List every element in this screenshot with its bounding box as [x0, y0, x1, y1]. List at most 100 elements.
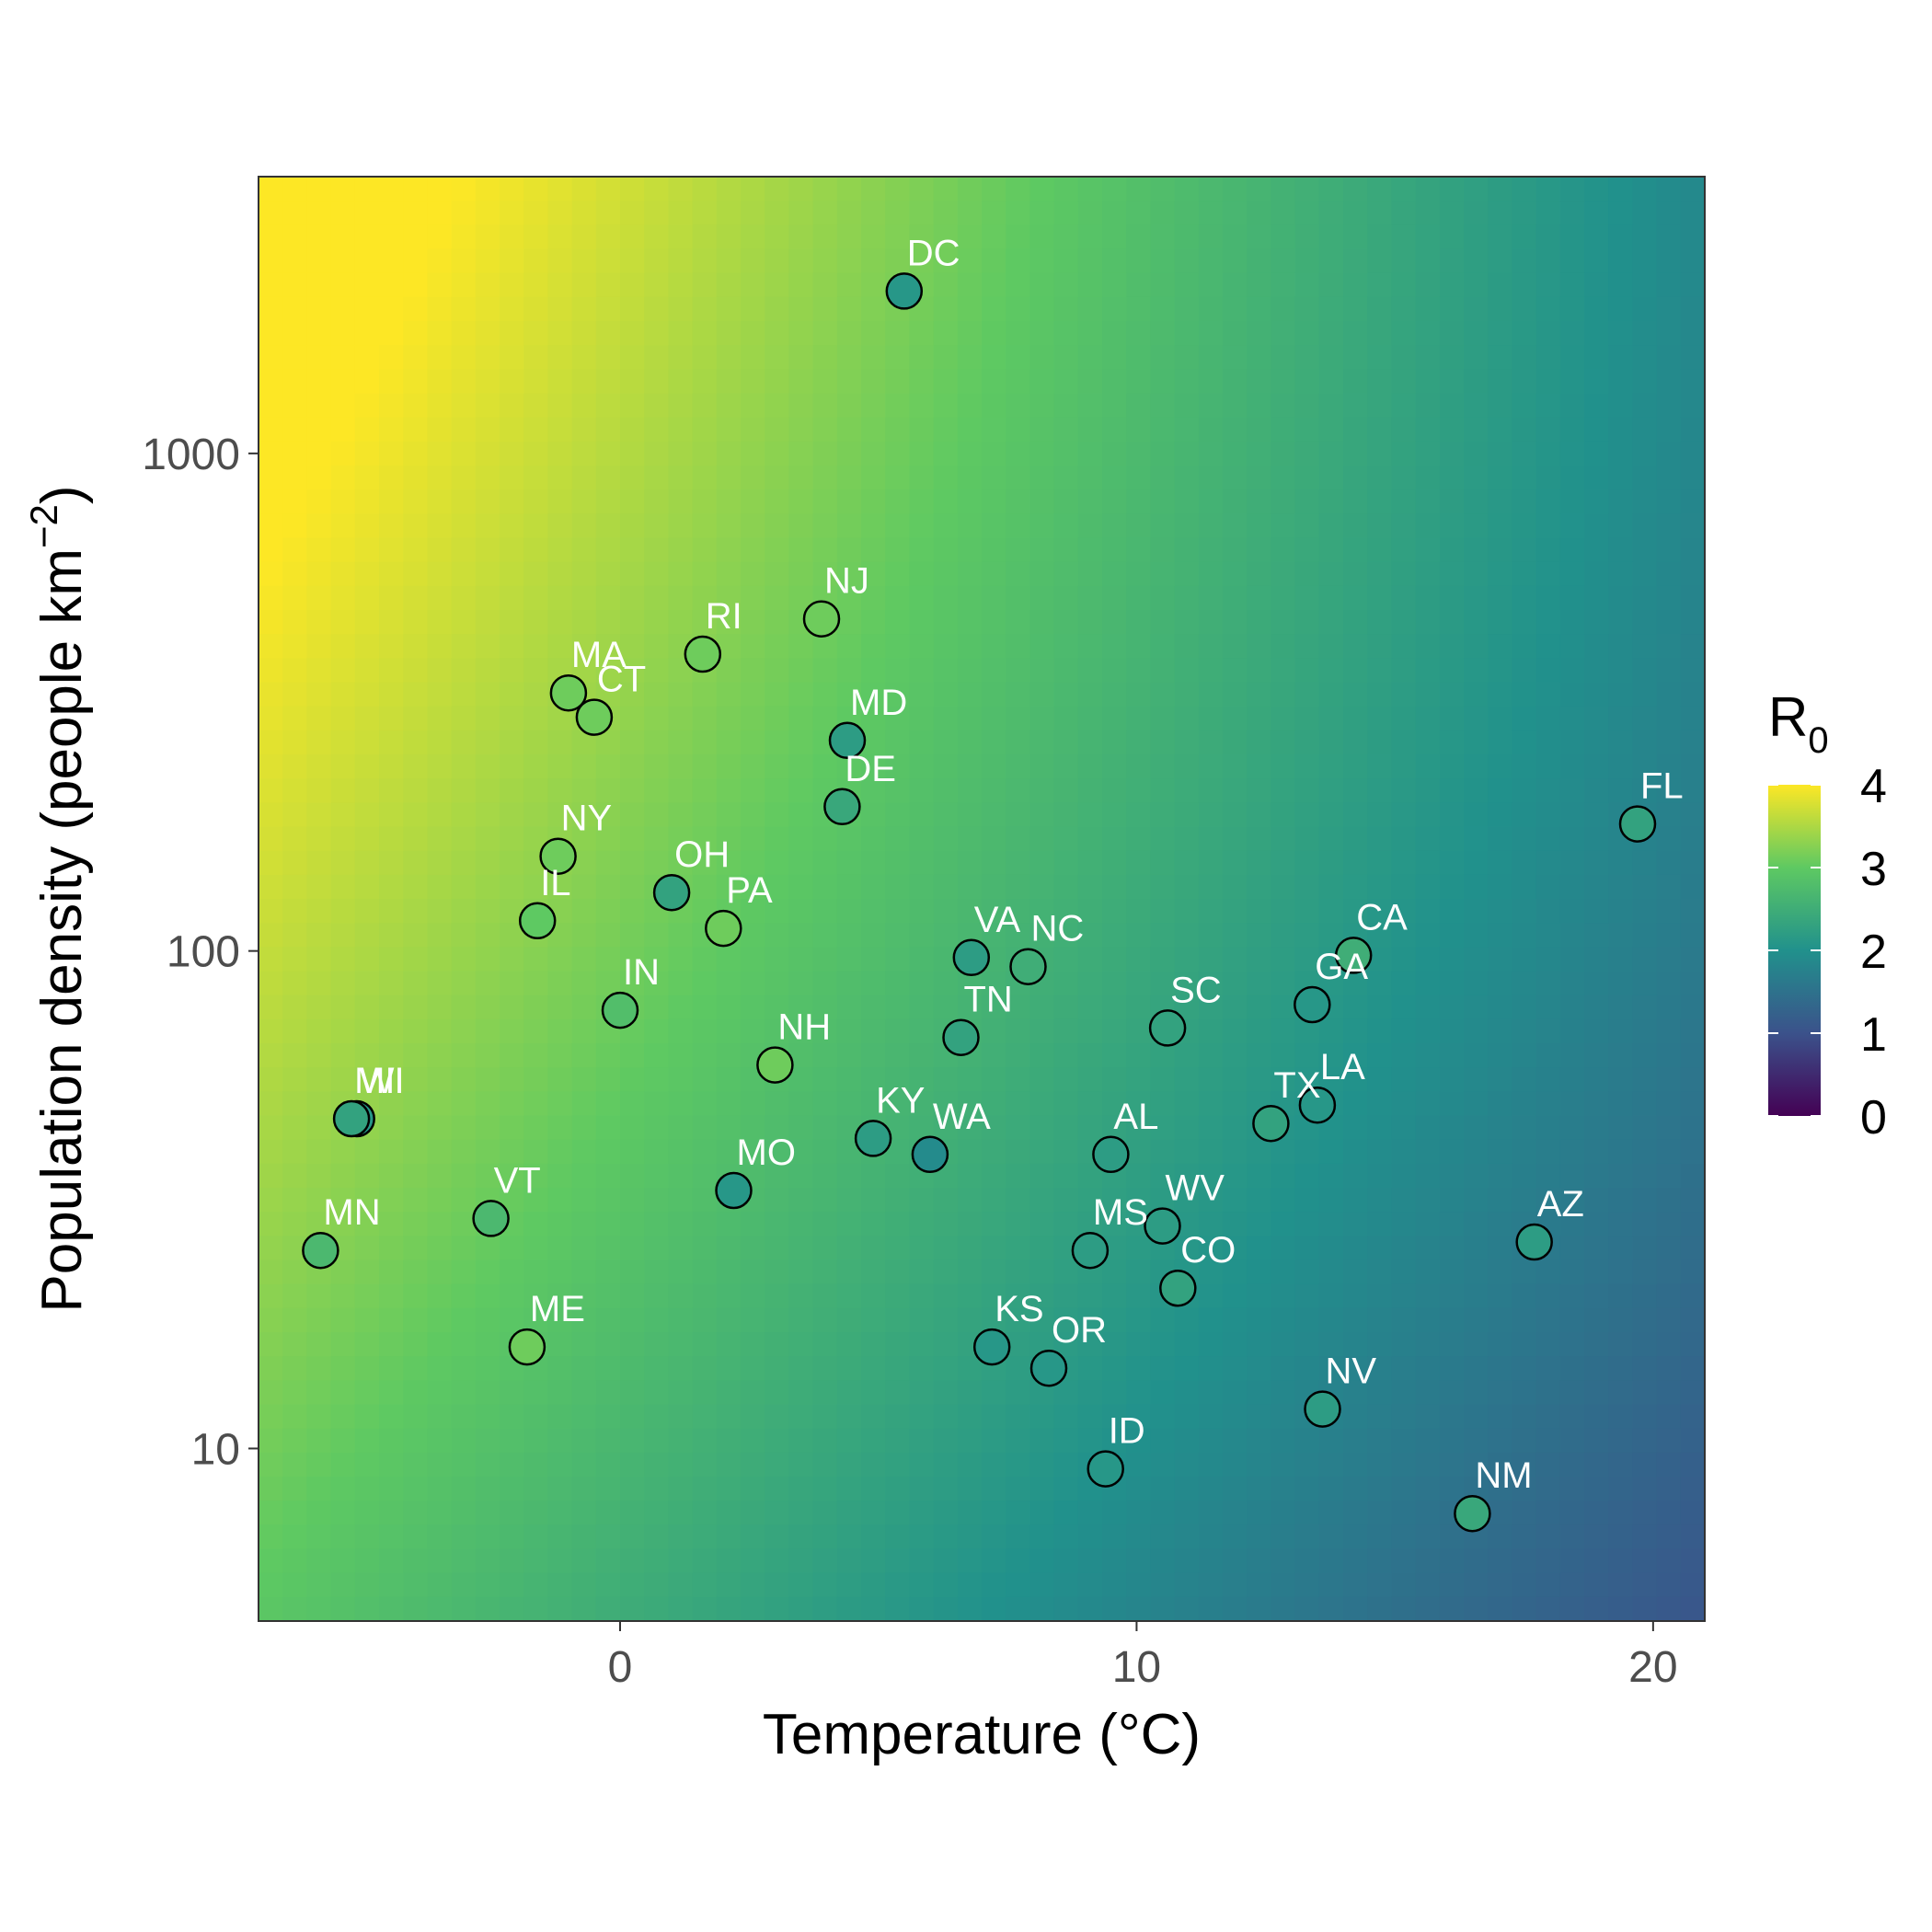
heatmap-cell — [1102, 177, 1127, 201]
heatmap-cell — [1439, 658, 1465, 684]
heatmap-cell — [282, 706, 308, 731]
heatmap-cell — [354, 826, 380, 852]
heatmap-cell — [1512, 1572, 1537, 1598]
heatmap-cell — [861, 1548, 886, 1574]
heatmap-cell — [282, 1548, 308, 1574]
heatmap-cell — [1439, 1259, 1465, 1285]
heatmap-cell — [716, 224, 742, 250]
heatmap-cell — [1608, 1259, 1634, 1285]
heatmap-cell — [1102, 369, 1127, 395]
heatmap-cell — [1488, 1572, 1513, 1598]
heatmap-cell — [259, 417, 283, 443]
heatmap-cell — [644, 826, 670, 852]
heatmap-cell — [1512, 658, 1537, 684]
heatmap-cell — [427, 730, 453, 755]
heatmap-cell — [716, 1572, 742, 1598]
heatmap-cell — [1174, 706, 1200, 731]
heatmap-cell — [1367, 706, 1393, 731]
heatmap-cell — [1006, 1524, 1031, 1550]
heatmap-cell — [716, 272, 742, 298]
heatmap-cell — [885, 1572, 911, 1598]
heatmap-cell — [259, 1212, 283, 1237]
heatmap-cell — [1294, 1452, 1320, 1478]
heatmap-cell — [1174, 585, 1200, 611]
heatmap-cell — [259, 248, 283, 274]
heatmap-cell — [1584, 177, 1609, 201]
heatmap-cell — [1488, 1163, 1513, 1189]
heatmap-cell — [523, 1548, 549, 1574]
heatmap-cell — [379, 947, 404, 972]
heatmap-cell — [957, 730, 983, 755]
heatmap-cell — [1464, 1163, 1489, 1189]
heatmap-cell — [1632, 248, 1658, 274]
heatmap-cell — [1512, 1548, 1537, 1574]
point-label-mo: MO — [737, 1133, 796, 1173]
heatmap-cell — [1584, 537, 1609, 563]
heatmap-cell — [1559, 177, 1585, 201]
heatmap-cell — [1198, 1356, 1224, 1382]
heatmap-cell — [957, 585, 983, 611]
heatmap-cell — [475, 177, 500, 201]
heatmap-cell — [668, 826, 694, 852]
heatmap-cell — [982, 850, 1006, 876]
heatmap-cell — [788, 393, 814, 419]
heatmap-cell — [282, 345, 308, 371]
heatmap-cell — [354, 1163, 380, 1189]
heatmap-cell — [1271, 1212, 1296, 1237]
heatmap-cell — [1174, 224, 1200, 250]
heatmap-cell — [957, 177, 983, 201]
heatmap-cell — [765, 778, 790, 804]
heatmap-cell — [861, 706, 886, 731]
heatmap-cell — [379, 706, 404, 731]
heatmap-cell — [475, 248, 500, 274]
heatmap-cell — [982, 1163, 1006, 1189]
heatmap-cell — [982, 513, 1006, 539]
heatmap-cell — [259, 1236, 283, 1261]
heatmap-cell — [1608, 1307, 1634, 1333]
heatmap-cell — [957, 441, 983, 466]
heatmap-cell — [1198, 1163, 1224, 1189]
heatmap-cell — [765, 369, 790, 395]
heatmap-cell — [1198, 682, 1224, 707]
heatmap-cell — [1584, 224, 1609, 250]
heatmap-cell — [1102, 682, 1127, 707]
heatmap-cell — [1535, 1018, 1561, 1044]
heatmap-cell — [259, 899, 283, 924]
heatmap-cell — [306, 321, 332, 346]
heatmap-cell — [1488, 1596, 1513, 1621]
heatmap-cell — [716, 1477, 742, 1501]
heatmap-cell — [1464, 899, 1489, 924]
heatmap-cell — [354, 1259, 380, 1285]
heatmap-cell — [861, 1091, 886, 1117]
heatmap-cell — [644, 682, 670, 707]
heatmap-cell — [716, 1428, 742, 1454]
heatmap-cell — [885, 248, 911, 274]
heatmap-cell — [1415, 1067, 1441, 1093]
heatmap-cell — [644, 971, 670, 996]
heatmap-cell — [379, 513, 404, 539]
heatmap-cell — [1608, 778, 1634, 804]
heatmap-cell — [885, 1212, 911, 1237]
heatmap-cell — [861, 561, 886, 587]
heatmap-cell — [644, 345, 670, 371]
heatmap-cell — [1198, 513, 1224, 539]
heatmap-cell — [330, 706, 356, 731]
heatmap-cell — [282, 1067, 308, 1093]
heatmap-cell — [1294, 1596, 1320, 1621]
heatmap-cell — [1102, 441, 1127, 466]
heatmap-cell — [1656, 321, 1682, 346]
heatmap-cell — [1198, 1572, 1224, 1598]
heatmap-cell — [1512, 224, 1537, 250]
heatmap-cell — [330, 1404, 356, 1430]
heatmap-cell — [1391, 778, 1417, 804]
heatmap-cell — [1391, 1018, 1417, 1044]
heatmap-cell — [1343, 1572, 1368, 1598]
heatmap-cell — [716, 1596, 742, 1621]
heatmap-cell — [982, 1139, 1006, 1165]
heatmap-cell — [1318, 610, 1344, 635]
heatmap-cell — [1198, 1524, 1224, 1550]
heatmap-cell — [933, 1091, 959, 1117]
heatmap-cell — [1223, 826, 1248, 852]
heatmap-cell — [1247, 899, 1272, 924]
heatmap-cell — [1584, 1212, 1609, 1237]
